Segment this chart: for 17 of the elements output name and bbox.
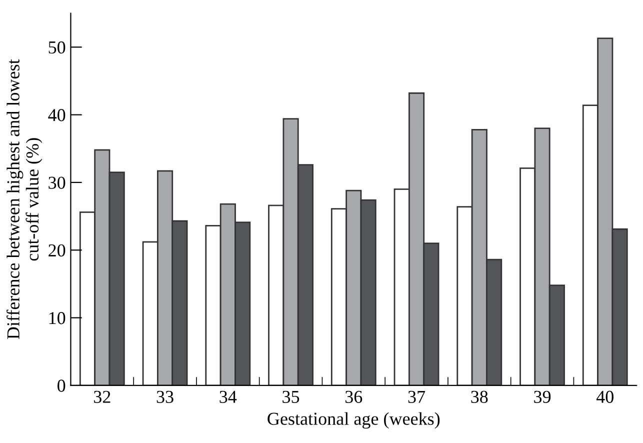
- y-tick-label: 20: [48, 244, 66, 257]
- y-tick-label: 10: [49, 312, 66, 324]
- x-tick-label: 36: [345, 390, 362, 403]
- y-tick-label: 40: [48, 109, 66, 122]
- y-tick-label: 0: [58, 380, 66, 392]
- x-tick-label: 38: [471, 390, 488, 403]
- x-axis-title: Gestational age (weeks): [268, 412, 440, 429]
- y-tick-label: 30: [48, 176, 66, 189]
- x-tick-label: 40: [596, 390, 614, 403]
- x-tick-label: 32: [94, 390, 110, 403]
- x-tick-label: 39: [534, 390, 551, 403]
- x-tick-label: 33: [156, 390, 174, 403]
- x-tick-label: 35: [282, 390, 300, 403]
- y-axis-title: Difference between highest and lowest cut-off value (%): [6, 59, 42, 340]
- y-tick-label: 50: [48, 41, 66, 54]
- x-tick-label: 37: [408, 390, 426, 403]
- x-tick-label: 34: [220, 390, 237, 403]
